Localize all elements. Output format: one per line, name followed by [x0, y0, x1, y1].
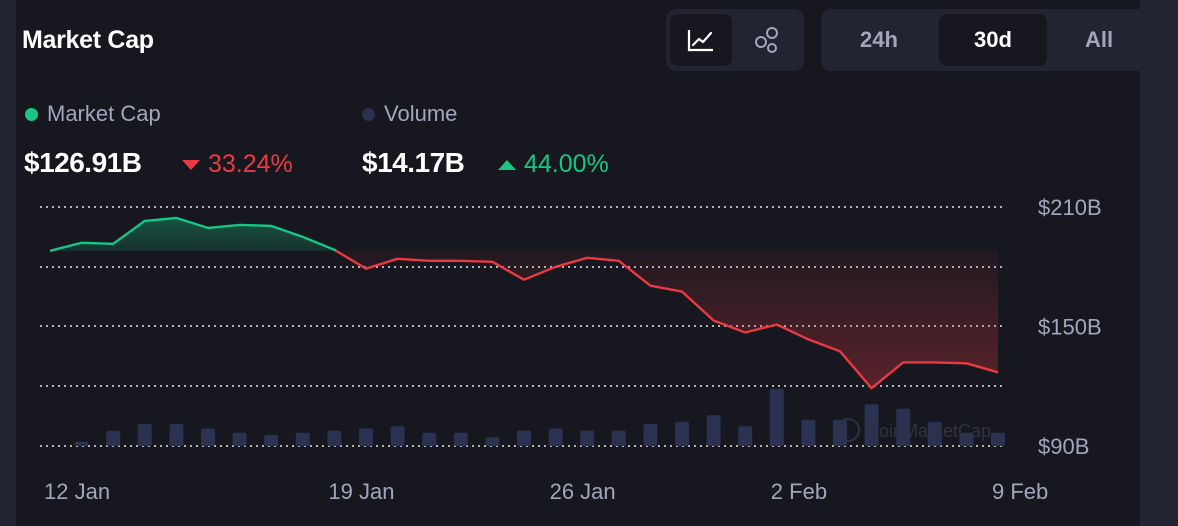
watermark: CoinMarketCap: [836, 418, 991, 442]
legend-market-cap[interactable]: Market Cap: [25, 101, 161, 127]
volume-change: 44.00%: [498, 150, 609, 179]
volume-bar: [169, 424, 184, 446]
legend-volume-label: Volume: [384, 101, 458, 126]
volume-bar: [485, 437, 500, 446]
x-tick-label: 26 Jan: [550, 479, 616, 504]
legend-dot-navy: [362, 107, 375, 121]
volume-bar: [706, 415, 721, 446]
legend-volume[interactable]: Volume: [362, 101, 457, 127]
volume-bars: [74, 388, 1005, 446]
volume-bar: [232, 432, 247, 446]
volume-change-value: 44.00%: [524, 150, 609, 178]
volume-bar: [74, 441, 89, 446]
volume-bar: [927, 421, 942, 446]
candles-icon: [755, 27, 778, 53]
time-range-selector: 24h 30d All: [821, 9, 1141, 71]
volume-bar: [517, 430, 531, 446]
area-fills: [50, 218, 999, 389]
volume-bar: [327, 430, 342, 446]
range-24h-button[interactable]: 24h: [860, 27, 898, 52]
market-cap-change-value: 33.24%: [208, 150, 293, 178]
x-tick-label: 2 Feb: [771, 479, 827, 504]
legend-dot-green: [25, 107, 38, 121]
volume-bar: [675, 421, 689, 446]
volume-bar: [738, 426, 753, 446]
volume-bar: [453, 432, 468, 446]
watermark-text: CoinMarketCap: [866, 421, 991, 441]
volume-bar: [264, 435, 279, 446]
volume-bar: [580, 430, 595, 446]
volume-bar: [201, 428, 215, 446]
line-chart-icon: [687, 30, 713, 52]
range-all-button[interactable]: All: [1084, 27, 1114, 52]
caret-up-icon: [498, 159, 516, 170]
y-tick-label: $90B: [1038, 434, 1089, 459]
area-below-baseline: [336, 250, 999, 389]
volume-bar: [548, 428, 563, 446]
volume-bar: [106, 430, 121, 446]
y-tick-label: $210B: [1038, 195, 1102, 220]
market-cap-value: $126.91B: [24, 147, 142, 178]
range-30d-button[interactable]: 30d: [939, 14, 1047, 66]
x-axis-labels: 12 Jan 19 Jan 26 Jan 2 Feb 9 Feb: [44, 479, 1048, 504]
volume-bar: [422, 432, 437, 446]
volume-bar: [864, 404, 879, 446]
volume-bar: [137, 424, 152, 446]
price-lines: [49, 216, 999, 390]
market-cap-change: 33.24%: [182, 150, 293, 179]
volume-bar: [643, 424, 658, 446]
chart-type-toggle: [666, 9, 804, 71]
line-segment-down: [335, 249, 999, 390]
x-tick-label: 9 Feb: [992, 479, 1048, 504]
line-segment-up: [49, 216, 337, 252]
y-axis-labels: $210B $150B $90B: [1038, 195, 1102, 459]
x-tick-label: 12 Jan: [44, 479, 110, 504]
watermark-logo: [836, 418, 860, 442]
line-chart-button[interactable]: [670, 14, 732, 66]
legend-market-cap-label: Market Cap: [47, 101, 161, 126]
caret-down-icon: [182, 159, 200, 170]
candles-button[interactable]: [736, 14, 798, 66]
volume-bar: [611, 430, 626, 446]
volume-bar: [769, 388, 784, 446]
volume-bar: [896, 408, 911, 446]
volume-bar: [959, 432, 974, 446]
chart-title: Market Cap: [22, 26, 154, 54]
scroll-gutter: [1140, 0, 1178, 526]
volume-bar: [390, 426, 405, 446]
volume-bar: [801, 419, 816, 446]
x-tick-label: 19 Jan: [328, 479, 394, 504]
volume-bar: [359, 428, 373, 446]
volume-bar: [991, 432, 1005, 446]
volume-value: $14.17B: [362, 147, 465, 178]
volume-bar: [295, 432, 310, 446]
y-tick-label: $150B: [1038, 315, 1102, 340]
